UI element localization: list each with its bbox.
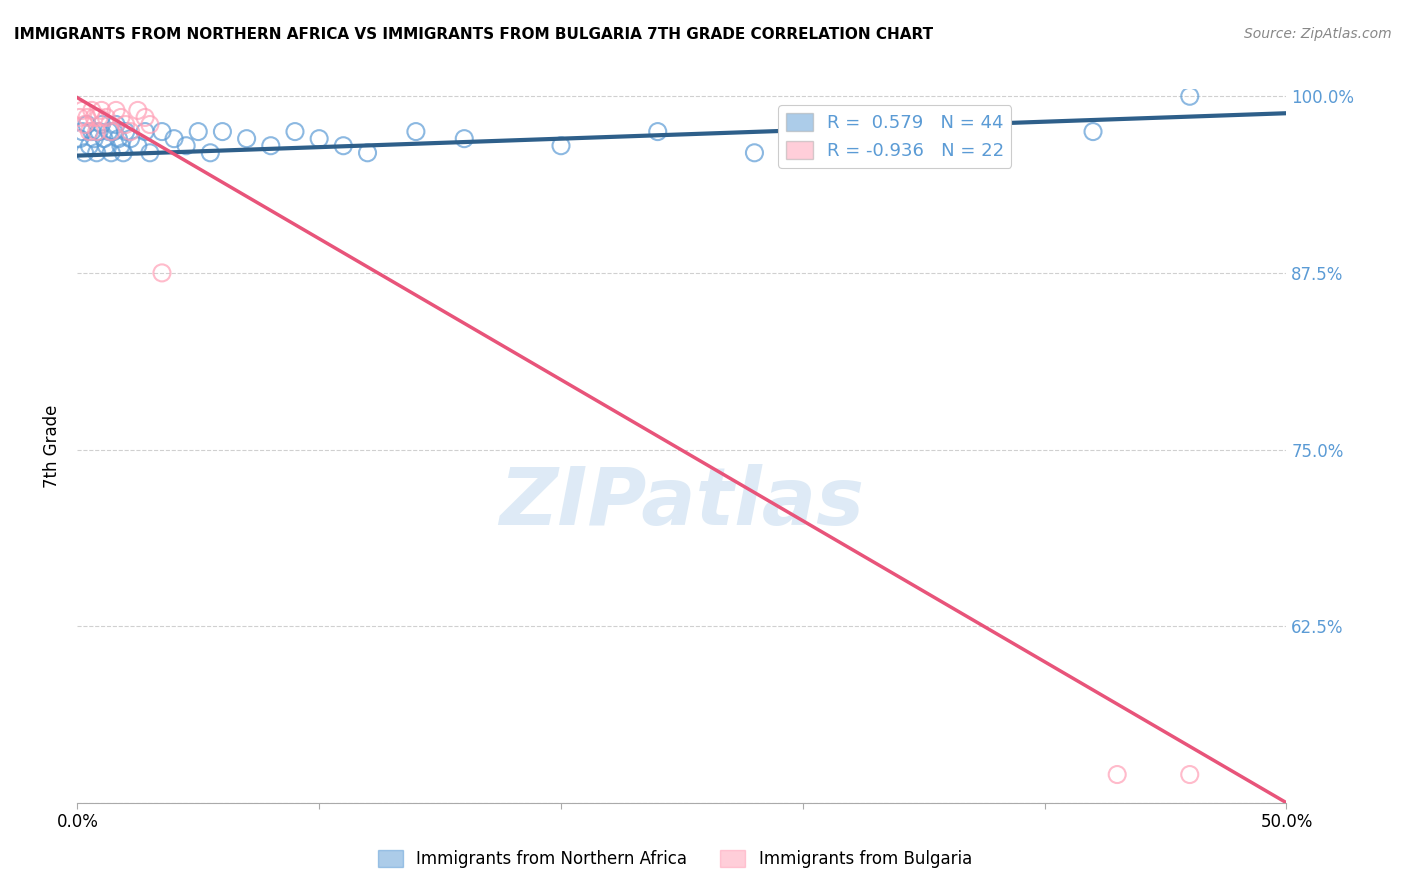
Point [453, 131, 475, 145]
Point [83, 131, 105, 145]
Point [260, 138, 283, 153]
Point [163, 131, 186, 145]
Point [139, 118, 162, 132]
Point [120, 131, 142, 145]
Point [120, 125, 142, 139]
Point [107, 131, 129, 145]
Point [134, 111, 156, 125]
Point [96, 138, 118, 153]
Point [79, 138, 101, 153]
Point [100, 145, 122, 160]
Point [127, 138, 149, 153]
Point [69, 131, 91, 145]
Text: ZIPatlas: ZIPatlas [499, 464, 865, 542]
Point [86, 145, 108, 160]
Point [332, 138, 354, 153]
Point [134, 125, 156, 139]
Point [127, 103, 149, 118]
Point [110, 138, 132, 153]
Point [87, 125, 110, 139]
Point [284, 125, 307, 139]
Point [174, 138, 197, 153]
Point [73, 118, 96, 132]
Point [200, 145, 222, 160]
Point [235, 131, 257, 145]
Point [73, 145, 96, 160]
Legend: Immigrants from Northern Africa, Immigrants from Bulgaria: Immigrants from Northern Africa, Immigra… [371, 843, 979, 875]
Point [79, 125, 101, 139]
Point [114, 125, 136, 139]
Point [93, 131, 115, 145]
Point [90, 103, 112, 118]
Point [87, 111, 110, 125]
Point [105, 118, 128, 132]
Point [100, 125, 122, 139]
Point [83, 111, 105, 125]
Point [1081, 125, 1104, 139]
Point [647, 125, 669, 139]
Legend: R =  0.579   N = 44, R = -0.936   N = 22: R = 0.579 N = 44, R = -0.936 N = 22 [779, 105, 1011, 168]
Point [550, 138, 572, 153]
Point [86, 125, 108, 139]
Point [356, 145, 378, 160]
Point [744, 145, 766, 160]
Point [1178, 89, 1201, 103]
Point [105, 103, 128, 118]
Point [80, 103, 103, 118]
Point [150, 125, 173, 139]
Text: IMMIGRANTS FROM NORTHERN AFRICA VS IMMIGRANTS FROM BULGARIA 7TH GRADE CORRELATIO: IMMIGRANTS FROM NORTHERN AFRICA VS IMMIG… [14, 27, 934, 42]
Point [103, 125, 125, 139]
Point [90, 118, 112, 132]
Point [114, 118, 136, 132]
Point [97, 125, 120, 139]
Point [1107, 767, 1129, 781]
Point [69, 111, 91, 125]
Point [187, 125, 209, 139]
Text: Source: ZipAtlas.com: Source: ZipAtlas.com [1244, 27, 1392, 41]
Point [308, 131, 330, 145]
Point [211, 125, 233, 139]
Point [112, 145, 135, 160]
Point [76, 118, 98, 132]
Point [150, 266, 173, 280]
Point [70, 125, 93, 139]
Point [139, 145, 162, 160]
Point [96, 111, 118, 125]
Point [110, 111, 132, 125]
Point [839, 131, 862, 145]
Point [405, 125, 427, 139]
Point [80, 125, 103, 139]
Point [76, 111, 98, 125]
Point [1178, 767, 1201, 781]
Y-axis label: 7th Grade: 7th Grade [44, 404, 62, 488]
Point [70, 103, 93, 118]
